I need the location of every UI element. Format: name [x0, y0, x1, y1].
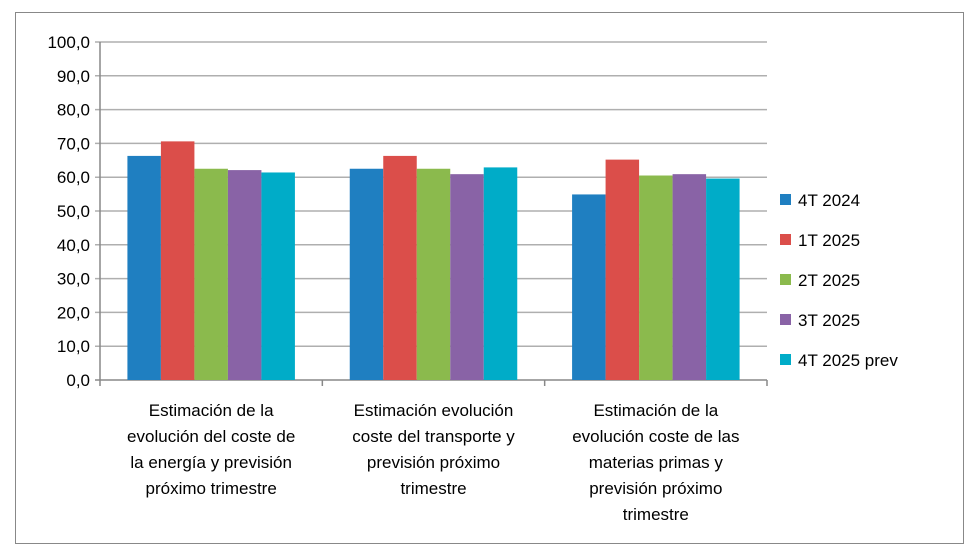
y-tick-label: 30,0 [57, 270, 90, 289]
y-tick-label: 80,0 [57, 101, 90, 120]
y-tick-label: 70,0 [57, 134, 90, 153]
bar-2t-2025 [639, 175, 673, 380]
x-category-label: Estimación evolución coste del transporte… [352, 401, 515, 498]
bar-3t-2025 [672, 174, 707, 380]
legend-swatch [780, 314, 791, 325]
y-tick-label: 20,0 [57, 303, 90, 322]
legend-swatch [780, 194, 791, 205]
y-tick-label: 10,0 [57, 337, 90, 356]
bar-2t-2025 [194, 168, 228, 380]
bar-3t-2025 [450, 174, 484, 380]
legend-label: 2T 2025 [798, 271, 860, 290]
y-tick-label: 60,0 [57, 168, 90, 187]
y-tick-label: 50,0 [57, 202, 90, 221]
legend-swatch [780, 274, 791, 285]
x-category-label: Estimación de la evolución del coste de la… [127, 401, 295, 498]
bar-1t-2025 [383, 155, 417, 380]
y-tick-label: 0,0 [66, 371, 90, 390]
legend-swatch [780, 234, 791, 245]
bar-4t-2024 [572, 194, 606, 380]
y-tick-label: 40,0 [57, 236, 90, 255]
legend-label: 3T 2025 [798, 311, 860, 330]
legend-label: 4T 2025 prev [798, 351, 898, 370]
legend-label: 4T 2024 [798, 191, 860, 210]
bar-1t-2025 [605, 159, 640, 380]
bar-3t-2025 [227, 170, 262, 380]
bar-4t-2025-prev [261, 172, 295, 380]
chart-frame [15, 12, 964, 544]
legend-label: 1T 2025 [798, 231, 860, 250]
bar-4t-2025-prev [706, 178, 740, 380]
bar-2t-2025 [416, 168, 451, 380]
bar-4t-2024 [349, 168, 384, 380]
legend-swatch [780, 354, 791, 365]
bar-4t-2024 [127, 155, 161, 380]
y-tick-label: 100,0 [47, 33, 90, 52]
bar-4t-2025-prev [483, 167, 518, 380]
y-tick-label: 90,0 [57, 67, 90, 86]
x-category-label: Estimación de la evolución coste de las ma… [572, 401, 739, 524]
bar-1t-2025 [160, 141, 195, 380]
